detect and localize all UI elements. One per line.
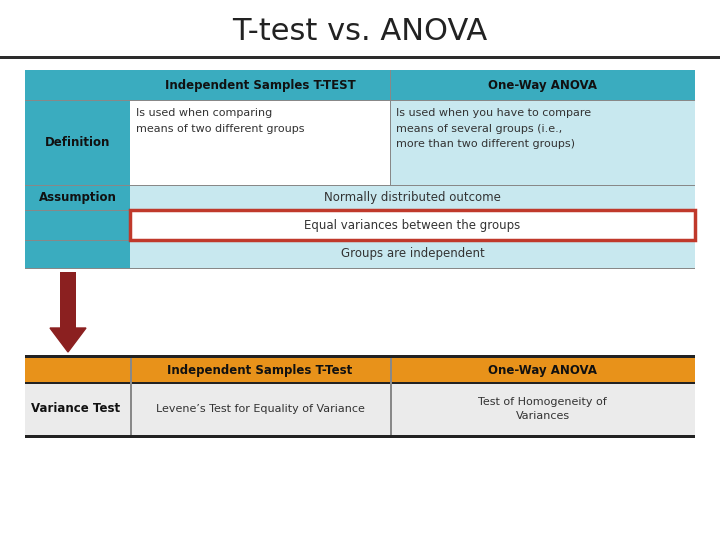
FancyBboxPatch shape: [390, 70, 391, 185]
FancyBboxPatch shape: [25, 383, 695, 435]
Text: Definition: Definition: [45, 136, 110, 149]
FancyBboxPatch shape: [60, 272, 76, 328]
Text: Test of Homogeneity of
Variances: Test of Homogeneity of Variances: [478, 396, 607, 421]
FancyBboxPatch shape: [25, 100, 130, 185]
FancyBboxPatch shape: [25, 358, 695, 383]
Text: T-test vs. ANOVA: T-test vs. ANOVA: [233, 17, 487, 46]
Text: Variance Test: Variance Test: [31, 402, 120, 415]
FancyBboxPatch shape: [25, 435, 695, 438]
Text: Levene’s Test for Equality of Variance: Levene’s Test for Equality of Variance: [156, 404, 364, 414]
Text: One-Way ANOVA: One-Way ANOVA: [488, 364, 597, 377]
FancyBboxPatch shape: [0, 56, 720, 59]
FancyBboxPatch shape: [25, 185, 695, 186]
Text: Is used when comparing
means of two different groups: Is used when comparing means of two diff…: [136, 108, 305, 133]
FancyBboxPatch shape: [130, 210, 695, 240]
Text: Groups are independent: Groups are independent: [341, 247, 485, 260]
Text: Equal variances between the groups: Equal variances between the groups: [305, 219, 521, 232]
FancyBboxPatch shape: [390, 100, 695, 185]
FancyBboxPatch shape: [390, 358, 392, 435]
Text: Is used when you have to compare
means of several groups (i.e.,
more than two di: Is used when you have to compare means o…: [396, 108, 591, 149]
FancyBboxPatch shape: [130, 185, 695, 210]
Text: Independent Samples T-Test: Independent Samples T-Test: [167, 364, 353, 377]
FancyBboxPatch shape: [25, 185, 130, 210]
FancyBboxPatch shape: [25, 267, 695, 268]
FancyBboxPatch shape: [25, 355, 695, 358]
FancyBboxPatch shape: [130, 100, 390, 185]
FancyArrow shape: [50, 328, 86, 352]
FancyBboxPatch shape: [25, 70, 695, 100]
Text: One-Way ANOVA: One-Way ANOVA: [488, 78, 597, 91]
Text: Normally distributed outcome: Normally distributed outcome: [324, 191, 501, 204]
FancyBboxPatch shape: [25, 210, 695, 211]
FancyBboxPatch shape: [130, 240, 695, 268]
FancyBboxPatch shape: [25, 99, 695, 100]
FancyBboxPatch shape: [25, 240, 130, 268]
FancyBboxPatch shape: [130, 358, 132, 435]
FancyBboxPatch shape: [25, 381, 695, 383]
Text: Independent Samples T-TEST: Independent Samples T-TEST: [165, 78, 356, 91]
Text: Assumption: Assumption: [39, 191, 117, 204]
FancyBboxPatch shape: [25, 210, 130, 240]
